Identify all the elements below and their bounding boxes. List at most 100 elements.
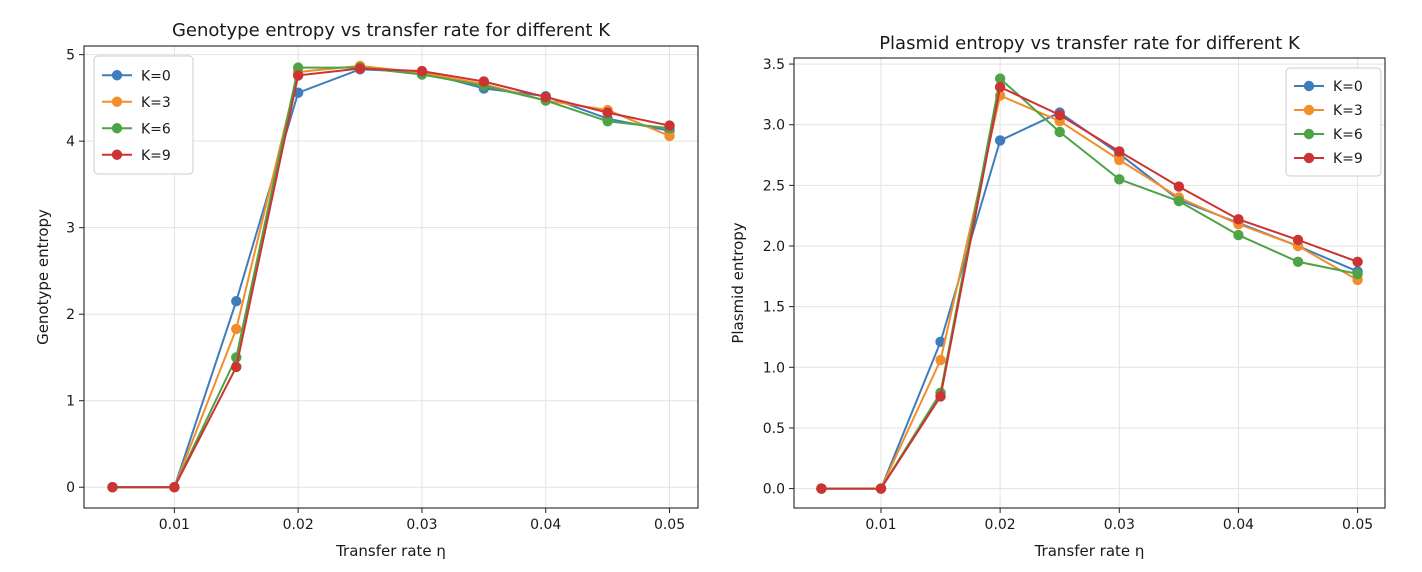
x-tick-label: 0.04 xyxy=(1223,517,1254,533)
data-point xyxy=(1054,126,1065,138)
data-point xyxy=(1233,229,1244,241)
grid xyxy=(84,46,698,508)
legend-label: K=9 xyxy=(141,148,171,164)
data-point xyxy=(664,120,675,131)
legend-label: K=0 xyxy=(141,68,171,84)
legend-marker xyxy=(1303,128,1315,140)
series-line xyxy=(112,67,670,489)
data-point xyxy=(1114,174,1125,185)
data-point xyxy=(478,76,490,87)
y-tick-label: 1 xyxy=(66,394,75,410)
legend-item: K=9 xyxy=(102,148,171,164)
data-point xyxy=(169,482,180,493)
chart-title: Plasmid entropy vs transfer rate for dif… xyxy=(879,33,1301,54)
legend: K=0 K=3 K=6 K=9 xyxy=(1285,67,1382,177)
y-tick-label: 5 xyxy=(66,48,75,64)
y-tick-label: 0 xyxy=(66,480,75,496)
data-point xyxy=(231,323,242,335)
x-axis-label: Transfer rate η xyxy=(1034,542,1145,560)
x-tick-label: 0.03 xyxy=(406,517,437,533)
data-point xyxy=(1114,154,1125,166)
data-point xyxy=(1233,214,1244,225)
data-point xyxy=(540,91,551,103)
legend-item: K=6 xyxy=(1294,127,1363,143)
data-point xyxy=(231,361,242,373)
series-line xyxy=(112,68,670,489)
legend-item: K=0 xyxy=(102,68,171,84)
data-point xyxy=(994,81,1006,93)
data-point xyxy=(1173,195,1185,207)
data-point xyxy=(416,65,428,77)
x-tick-label: 0.01 xyxy=(159,517,190,533)
y-tick-label: 4 xyxy=(66,134,75,150)
data-point xyxy=(664,130,675,142)
legend-item: K=9 xyxy=(1294,151,1363,167)
legend-label: K=6 xyxy=(141,121,171,137)
legend-label: K=3 xyxy=(1333,103,1363,119)
y-tick-label: 2.0 xyxy=(763,239,785,255)
data-point xyxy=(1173,181,1185,192)
y-tick-label: 3 xyxy=(66,221,75,237)
plot-frame xyxy=(793,57,1386,509)
legend-marker xyxy=(111,96,123,107)
legend-marker xyxy=(1303,80,1315,92)
x-axis-label: Transfer rate η xyxy=(335,542,446,560)
x-tick-label: 0.05 xyxy=(654,517,685,533)
y-axis-label: Genotype entropy xyxy=(34,209,52,345)
legend-marker xyxy=(1303,104,1315,116)
data-point xyxy=(602,116,613,127)
data-point xyxy=(1292,256,1304,267)
series-line xyxy=(821,94,1359,490)
legend-item: K=0 xyxy=(1294,79,1363,95)
data-point xyxy=(935,354,946,366)
data-point xyxy=(994,73,1006,84)
y-tick-label: 3.5 xyxy=(763,57,785,73)
legend-marker xyxy=(111,149,123,160)
series-line xyxy=(112,66,670,489)
data-point xyxy=(292,62,304,73)
chart-title: Genotype entropy vs transfer rate for di… xyxy=(172,20,611,41)
y-tick-label: 2 xyxy=(66,307,75,323)
y-tick-label: 1.0 xyxy=(763,360,785,376)
y-axis-label: Plasmid entropy xyxy=(729,222,747,343)
data-point xyxy=(1352,268,1363,280)
x-tick-label: 0.02 xyxy=(283,517,314,533)
y-tick-label: 0.0 xyxy=(763,482,785,498)
legend: K=0 K=3 K=6 K=9 xyxy=(93,55,194,175)
y-tick-label: 3.0 xyxy=(763,118,785,134)
series-line xyxy=(821,85,1358,490)
legend-label: K=9 xyxy=(1333,151,1363,167)
legend-label: K=6 xyxy=(1333,127,1363,143)
y-tick-label: 1.5 xyxy=(763,300,785,316)
data-point xyxy=(816,483,827,494)
x-tick-label: 0.04 xyxy=(530,517,561,533)
legend-marker xyxy=(1303,152,1315,164)
data-point xyxy=(292,70,304,81)
legend-marker xyxy=(111,70,123,81)
series-k-6 xyxy=(816,73,1363,494)
data-point xyxy=(935,391,946,402)
data-point xyxy=(1292,234,1304,246)
data-point xyxy=(994,135,1006,146)
y-tick-label: 2.5 xyxy=(763,178,785,194)
plot-frame xyxy=(83,45,699,509)
data-point xyxy=(875,483,887,494)
series-k-3 xyxy=(816,90,1363,494)
data-point xyxy=(231,296,242,307)
plasmid-entropy-chart: 0.01 0.02 0.03 0.04 0.05 0.0 0.5 1.0 1.5 2.0 2.5 3.… xyxy=(729,33,1386,560)
y-tick-label: 0.5 xyxy=(763,421,785,437)
series-k-9 xyxy=(107,63,675,493)
legend-marker xyxy=(111,123,123,134)
data-point xyxy=(1352,256,1363,267)
legend-item: K=3 xyxy=(102,95,171,111)
data-point xyxy=(602,107,613,118)
x-tick-label: 0.02 xyxy=(985,517,1016,533)
genotype-entropy-chart: 0.01 0.02 0.03 0.04 0.05 0 1 2 3 4 5 Genotype entro… xyxy=(34,20,699,560)
series-k-9 xyxy=(816,81,1363,494)
series-k-0 xyxy=(816,107,1363,494)
x-tick-label: 0.01 xyxy=(865,517,896,533)
data-point xyxy=(107,482,118,493)
x-tick-label: 0.03 xyxy=(1104,517,1135,533)
series-line xyxy=(821,111,1358,490)
